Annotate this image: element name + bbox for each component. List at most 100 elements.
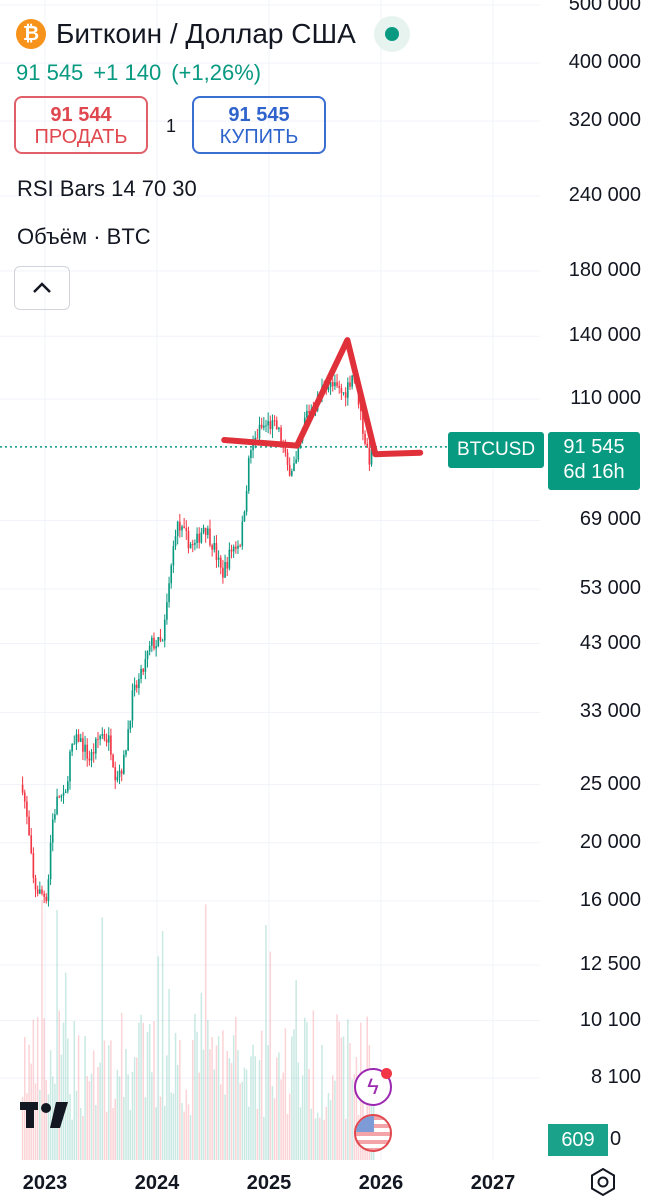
volume-bar: [75, 1090, 78, 1160]
volume-bar: [112, 1108, 114, 1160]
market-status-icon[interactable]: [373, 16, 410, 52]
candle-body: [187, 530, 190, 549]
volume-bar: [133, 1057, 136, 1160]
volume-bar: [73, 1020, 76, 1160]
candle-body: [230, 549, 233, 552]
candle-body: [269, 421, 272, 430]
candle-body: [256, 437, 259, 439]
time-axis-label: 2026: [358, 1172, 404, 1194]
volume-bar: [39, 1089, 41, 1160]
candle-body: [263, 425, 265, 428]
candle-body: [258, 424, 261, 439]
candle-body: [340, 387, 343, 393]
volume-bar: [220, 1084, 222, 1160]
volume-bar: [148, 1024, 151, 1160]
candle-body: [43, 893, 45, 897]
candle-body: [49, 842, 52, 880]
volume-bar: [312, 1010, 315, 1160]
price-axis-label: 110 000: [570, 387, 641, 410]
volume-bar: [99, 1062, 101, 1160]
candle-body: [228, 549, 231, 569]
candle-body: [359, 404, 362, 412]
us-flag-icon[interactable]: [354, 1114, 392, 1152]
candle-body: [247, 457, 250, 492]
candle-body: [235, 546, 237, 549]
symbol-header[interactable]: ₿ Биткоин / Доллар США: [16, 16, 410, 52]
volume-bar: [319, 1117, 321, 1160]
candle-body: [327, 386, 330, 391]
candle-body: [224, 562, 226, 578]
candle-body: [194, 542, 196, 545]
candle-body: [135, 684, 138, 689]
volume-bar: [34, 1083, 37, 1160]
volume-bar: [43, 1018, 45, 1160]
volume-bar: [327, 1093, 330, 1160]
collapse-legend-button[interactable]: [14, 266, 70, 310]
candle-body: [71, 744, 73, 752]
candle-body: [338, 385, 341, 388]
candle-body: [103, 734, 106, 740]
candle-body: [198, 533, 201, 543]
volume-bar: [329, 1100, 332, 1160]
volume-bar: [200, 992, 203, 1160]
price-axis-label: 240 000: [568, 184, 641, 207]
candle-body: [291, 471, 293, 476]
buy-button[interactable]: 91 545 КУПИТЬ: [192, 96, 326, 154]
candle-body: [368, 447, 371, 465]
volume-bar: [211, 1037, 213, 1160]
lightning-icon[interactable]: ϟ: [354, 1068, 392, 1106]
candle-body: [239, 545, 241, 547]
candle-body: [176, 521, 179, 536]
volume-bar: [278, 1052, 280, 1160]
indicator-rsi-label[interactable]: RSI Bars 14 70 30: [17, 176, 197, 201]
candle-body: [185, 527, 188, 531]
volume-bar: [67, 1038, 69, 1160]
candle-body: [146, 651, 149, 660]
candle-body: [351, 375, 353, 387]
volume-bar: [204, 904, 207, 1160]
candle-body: [34, 877, 37, 890]
candle-body: [107, 735, 110, 743]
price-axis-label: 8 100: [590, 1066, 641, 1088]
volume-bar: [222, 1030, 224, 1160]
volume-bar: [314, 1118, 317, 1160]
candle-body: [138, 678, 140, 689]
candle-body: [172, 546, 175, 566]
candle-body: [21, 784, 24, 793]
candle-body: [45, 896, 48, 901]
volume-bar: [316, 1112, 319, 1160]
chevron-up-icon: [33, 282, 51, 293]
candle-body: [207, 528, 209, 535]
candle-body: [329, 381, 332, 387]
indicator-volume-label[interactable]: Объём · BTC: [17, 224, 151, 249]
volume-bar: [144, 1097, 147, 1160]
settings-hexagon-icon[interactable]: [588, 1167, 618, 1197]
tradingview-logo-icon[interactable]: [20, 1100, 76, 1135]
candle-body: [344, 392, 347, 398]
candle-body: [77, 734, 80, 742]
price-axis-label: 25 000: [579, 772, 641, 795]
volume-bar: [308, 1068, 310, 1160]
candle-body: [120, 770, 123, 774]
candle-body: [79, 738, 82, 742]
volume-bar: [325, 1106, 328, 1160]
volume-bar: [291, 1036, 293, 1160]
candle-body: [23, 792, 26, 802]
volume-bar: [82, 1115, 84, 1160]
price-axis-label: 500 000: [568, 0, 641, 15]
candle-body: [211, 545, 213, 550]
candle-body: [95, 738, 97, 754]
candle-body: [215, 543, 218, 560]
price-axis-label: 43 000: [579, 631, 641, 654]
candle-body: [56, 796, 58, 815]
sell-button[interactable]: 91 544 ПРОДАТЬ: [14, 96, 148, 154]
volume-bar: [114, 1098, 116, 1160]
order-quantity[interactable]: 1: [166, 116, 177, 136]
volume-bar: [349, 1043, 351, 1160]
volume-bar: [32, 1019, 35, 1160]
volume-bar: [88, 1081, 91, 1160]
volume-bar: [120, 1012, 123, 1160]
volume-bar: [166, 1055, 168, 1160]
candle-body: [179, 521, 181, 531]
volume-bar: [176, 1064, 179, 1160]
